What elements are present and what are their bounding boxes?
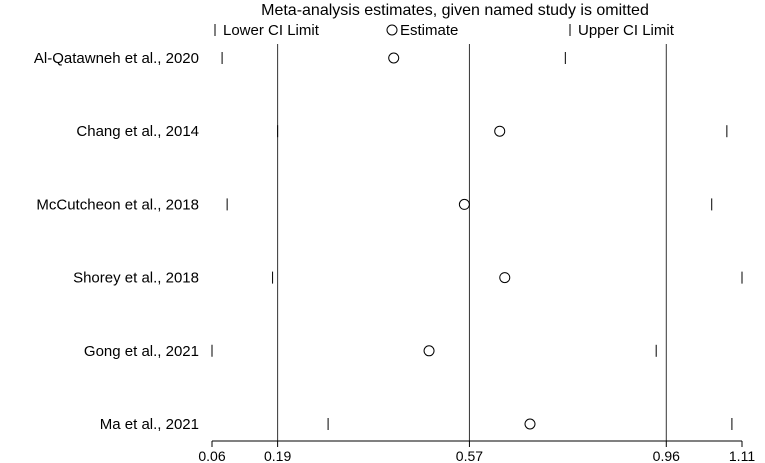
estimate-marker (494, 125, 506, 137)
estimate-marker (423, 345, 435, 357)
estimate-marker (388, 52, 400, 64)
chart-title: Meta-analysis estimates, given named stu… (261, 2, 649, 19)
study-label: Chang et al., 2014 (76, 123, 199, 140)
estimate-marker (458, 198, 470, 210)
x-tick-label: 0.06 (198, 448, 225, 463)
study-label: McCutcheon et al., 2018 (36, 196, 199, 213)
legend: Lower CI Limit Estimate Upper CI Limit (214, 22, 675, 39)
study-label: Al-Qatawneh et al., 2020 (34, 50, 199, 67)
legend-estimate-marker (386, 24, 398, 36)
study-label: Gong et al., 2021 (84, 343, 199, 360)
plot-area (211, 44, 743, 441)
estimate-marker (524, 418, 536, 430)
estimate-marker (499, 272, 511, 284)
study-label: Shorey et al., 2018 (73, 270, 199, 287)
study-labels: Al-Qatawneh et al., 2020 Chang et al., 20… (34, 50, 199, 433)
x-tick-label: 0.96 (653, 448, 680, 463)
legend-upper-label: Upper CI Limit (578, 22, 675, 39)
x-tick-label: 1.11 (729, 448, 755, 463)
x-axis: 0.06 0.19 0.57 0.96 1.11 (198, 440, 755, 463)
x-tick-label: 0.57 (456, 448, 483, 463)
legend-estimate-label: Estimate (400, 22, 458, 39)
legend-lower-label: Lower CI Limit (223, 22, 320, 39)
study-label: Ma et al., 2021 (100, 416, 199, 433)
x-tick-label: 0.19 (264, 448, 291, 463)
